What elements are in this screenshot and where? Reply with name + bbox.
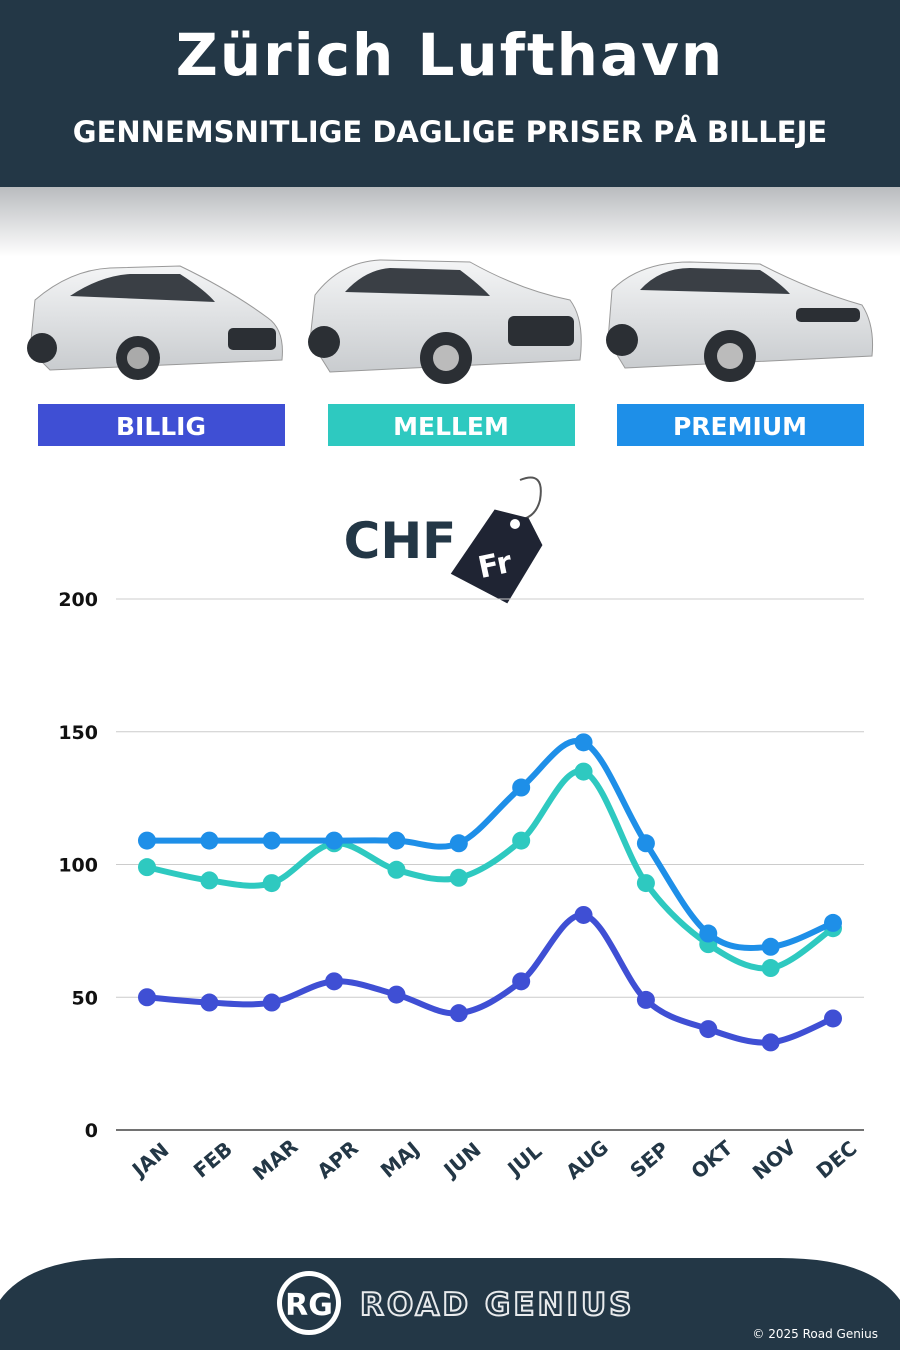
data-point <box>262 874 281 893</box>
x-tick-label: SEP <box>625 1137 673 1183</box>
x-tick-label: MAJ <box>376 1137 424 1183</box>
data-point <box>761 1033 780 1052</box>
y-tick-label: 50 <box>72 987 98 1009</box>
x-tick-label: APR <box>312 1136 362 1184</box>
data-point <box>138 831 156 850</box>
legend-swatch <box>617 404 864 446</box>
title: Zürich Lufthavn <box>176 21 724 89</box>
x-tick-label: DEC <box>812 1136 862 1183</box>
data-point <box>387 985 406 1004</box>
logo-text: RG <box>285 1288 333 1323</box>
footer-band <box>0 1258 900 1350</box>
data-point <box>449 1004 468 1023</box>
x-tick-label: JAN <box>126 1138 173 1183</box>
data-point <box>512 778 531 797</box>
car-cheap <box>27 265 283 380</box>
data-point <box>699 924 718 943</box>
data-point <box>449 868 468 887</box>
data-point <box>449 834 468 853</box>
series-line <box>144 911 836 1046</box>
x-tick-label: JUN <box>438 1137 486 1183</box>
x-tick-label: MAR <box>248 1134 302 1185</box>
data-point <box>387 860 406 879</box>
logo-disc <box>282 1276 336 1330</box>
legend-swatch <box>38 404 285 446</box>
data-point <box>200 871 219 890</box>
series-line <box>144 737 836 951</box>
data-point <box>574 733 593 752</box>
data-point <box>574 762 593 781</box>
y-tick-label: 100 <box>58 855 98 877</box>
data-point <box>699 1020 718 1039</box>
data-point <box>824 1009 842 1028</box>
car-premium <box>606 261 873 382</box>
data-point <box>200 831 219 850</box>
legend-swatch <box>328 404 575 446</box>
data-point <box>200 993 219 1012</box>
car-mid <box>308 259 582 384</box>
legend-label: PREMIUM <box>673 412 807 441</box>
data-point <box>325 972 344 991</box>
data-point <box>824 913 842 932</box>
legend-label: MELLEM <box>393 412 509 441</box>
x-tick-label: NOV <box>748 1134 801 1184</box>
x-tick-label: JUL <box>501 1139 546 1182</box>
header-band <box>0 0 900 187</box>
copyright: © 2025 Road Genius <box>752 1327 878 1341</box>
data-point <box>138 988 156 1007</box>
data-point <box>387 831 406 850</box>
legend-label: BILLIG <box>116 412 206 441</box>
series-line <box>144 768 836 972</box>
data-point <box>574 905 593 924</box>
subtitle: GENNEMSNITLIGE DAGLIGE PRISER PÅ BILLEJE <box>73 115 827 149</box>
data-point <box>636 874 655 893</box>
brand: ROAD GENIUS <box>360 1287 635 1323</box>
data-point <box>325 831 344 850</box>
currency-label: CHF <box>344 512 457 570</box>
data-point <box>512 972 531 991</box>
x-tick-label: OKT <box>686 1135 737 1183</box>
data-point <box>262 993 281 1012</box>
data-point <box>636 834 655 853</box>
x-tick-label: AUG <box>561 1135 613 1184</box>
price-tag: Fr <box>450 476 543 604</box>
data-point <box>636 990 655 1009</box>
y-tick-label: 0 <box>85 1120 98 1142</box>
data-point <box>262 831 281 850</box>
y-tick-label: 200 <box>58 589 98 611</box>
data-point <box>138 858 156 877</box>
data-point <box>512 831 531 850</box>
tag-label: Fr <box>475 545 515 586</box>
y-tick-label: 150 <box>58 722 98 744</box>
header-shadow <box>0 187 900 257</box>
x-tick-label: FEB <box>189 1137 237 1183</box>
data-point <box>761 937 780 956</box>
data-point <box>761 959 780 978</box>
